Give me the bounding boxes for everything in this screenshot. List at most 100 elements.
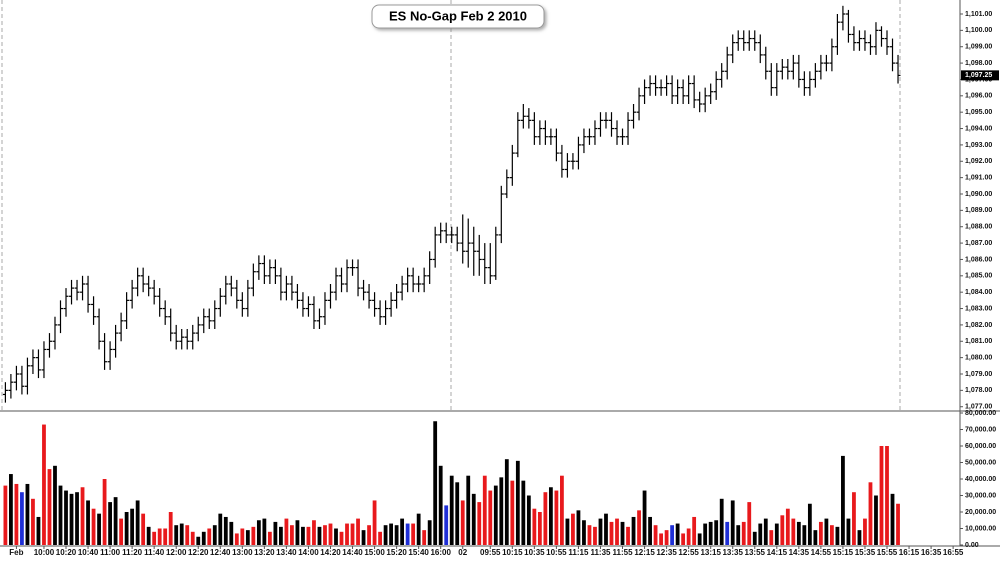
volume-bar <box>427 520 432 545</box>
volume-bar <box>791 518 796 545</box>
y-tick-label: 1,078.00 <box>965 387 992 394</box>
x-tick-label: 13:00 <box>232 548 253 557</box>
volume-bar <box>615 518 619 545</box>
volume-bar <box>890 493 895 545</box>
volume-bar <box>405 523 410 545</box>
volume-bar <box>201 531 206 545</box>
volume-bar <box>433 421 438 545</box>
y-tick-label: 30,000.00 <box>965 492 996 499</box>
volume-bar <box>223 516 228 545</box>
volume-bar <box>389 523 393 545</box>
volume-bar <box>306 526 311 545</box>
volume-bar <box>593 526 597 545</box>
volume-bar <box>135 500 140 545</box>
volume-bar <box>852 492 856 545</box>
x-tick-label: 15:00 <box>364 548 385 557</box>
volume-bar <box>686 528 691 545</box>
x-tick-label: 15:35 <box>855 548 876 557</box>
x-tick-label: 11:20 <box>122 548 143 557</box>
x-tick-label: 10:55 <box>546 548 567 557</box>
volume-bar <box>323 525 327 545</box>
y-tick-label: 1,095.00 <box>965 109 992 116</box>
volume-bar <box>108 502 112 545</box>
x-tick-label: 13:35 <box>722 548 743 557</box>
volume-bar <box>708 521 713 545</box>
volume-bar <box>245 530 250 545</box>
volume-bar <box>830 525 834 545</box>
volume-bar <box>719 498 724 545</box>
volume-bar <box>141 513 146 545</box>
volume-bar <box>240 528 245 545</box>
y-tick-label: 1,084.00 <box>965 289 992 296</box>
volume-bar <box>317 526 322 545</box>
y-tick-label: 1,081.00 <box>965 338 992 345</box>
volume-bar <box>345 523 349 545</box>
last-price-tag <box>961 70 999 81</box>
x-tick-label: 12:20 <box>188 548 209 557</box>
volume-bar <box>185 525 190 545</box>
volume-bar <box>455 482 460 545</box>
volume-bar <box>747 502 752 545</box>
y-tick-label: 0.00 <box>965 542 979 549</box>
x-tick-label: 14:00 <box>298 548 319 557</box>
volume-bar <box>146 526 151 545</box>
volume-bar <box>482 475 487 545</box>
title-box <box>371 4 545 29</box>
x-tick-label: 13:40 <box>276 548 297 557</box>
volume-bar <box>857 530 862 545</box>
y-tick-label: 1,087.00 <box>965 240 992 247</box>
volume-bar <box>741 521 746 545</box>
volume-bar <box>785 508 790 545</box>
volume-bar <box>378 531 382 545</box>
volume-bar <box>780 515 785 545</box>
volume-bar <box>75 492 79 545</box>
x-tick-label: 15:40 <box>408 548 429 557</box>
volume-bar <box>477 502 482 545</box>
volume-bar <box>499 477 504 545</box>
volume-bar <box>587 525 592 545</box>
volume-bar <box>725 521 730 545</box>
x-tick-label: 11:40 <box>144 548 165 557</box>
y-tick-label: 1,101.00 <box>965 11 992 18</box>
x-tick-label: 12:55 <box>678 548 699 557</box>
volume-bar <box>25 483 30 545</box>
volume-bar <box>350 523 355 545</box>
volume-bar <box>113 497 118 545</box>
volume-bar <box>774 523 779 545</box>
volume-bar <box>80 487 85 545</box>
volume-bar <box>510 480 515 545</box>
volume-bar <box>521 480 526 545</box>
volume-bar <box>416 513 421 545</box>
y-tick-label: 1,098.00 <box>965 60 992 67</box>
volume-bar <box>537 512 542 545</box>
y-tick-label: 50,000.00 <box>965 459 996 466</box>
x-tick-label: 11:35 <box>590 548 611 557</box>
volume-bar <box>885 446 889 545</box>
volume-bar <box>802 525 807 545</box>
x-tick-label: 12:00 <box>166 548 187 557</box>
volume-bar <box>91 508 96 545</box>
volume-bar <box>548 487 553 545</box>
volume-bar <box>367 525 371 545</box>
volume-bar <box>36 516 41 545</box>
volume-bar <box>97 513 101 545</box>
y-tick-label: 80,000.00 <box>965 410 996 417</box>
volume-bar <box>422 530 427 545</box>
x-tick-label: Feb <box>9 548 23 557</box>
x-tick-label: 14:35 <box>789 548 810 557</box>
x-tick-label: 11:55 <box>613 548 634 557</box>
y-tick-label: 1,077.00 <box>965 404 992 411</box>
volume-bar <box>493 485 498 545</box>
volume-bar <box>648 516 652 545</box>
volume-bar <box>736 525 741 545</box>
volume-bar <box>14 483 19 545</box>
volume-bar <box>631 516 636 545</box>
volume-bar <box>234 533 239 545</box>
volume-bar <box>411 523 416 545</box>
volume-bar <box>752 531 757 545</box>
volume-bar <box>818 521 823 545</box>
y-tick-label: 1,088.00 <box>965 224 992 231</box>
x-tick-label: 13:20 <box>254 548 275 557</box>
volume-bar <box>560 475 564 545</box>
volume-bar <box>609 521 614 545</box>
